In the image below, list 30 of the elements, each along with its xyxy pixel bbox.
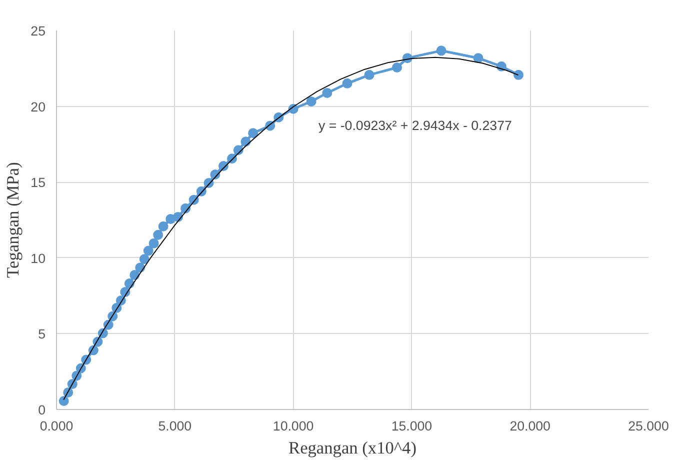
point	[58, 396, 69, 406]
point	[248, 128, 258, 138]
point	[392, 62, 402, 72]
x-tick-label: 5.000	[158, 418, 192, 434]
x-axis-title: Regangan (x10^4)	[288, 438, 417, 458]
point	[153, 230, 164, 240]
annotation: y = -0.0923x² + 2.9434x - 0.2377	[318, 118, 512, 133]
y-tick-label: 20	[30, 99, 46, 114]
point	[148, 238, 159, 248]
point	[322, 88, 332, 98]
point	[139, 254, 150, 264]
x-tick-label: 20.000	[510, 418, 550, 434]
y-tick-label: 15	[30, 175, 46, 190]
point	[364, 70, 374, 80]
point	[306, 96, 316, 106]
point	[436, 46, 446, 56]
y-tick-label: 10	[30, 250, 46, 266]
x-tick-label: 25.000	[628, 418, 669, 434]
point	[473, 53, 484, 64]
x-tick-label: 15.000	[391, 418, 432, 434]
point	[342, 78, 352, 88]
point	[513, 70, 524, 80]
point	[143, 246, 154, 256]
x-tick-label: 0.000	[40, 418, 74, 434]
y-tick-label: 25	[30, 24, 46, 38]
y-tick-label: 0	[38, 402, 46, 418]
point	[158, 221, 168, 232]
y-axis-title: Tegangan (MPa)	[4, 162, 23, 278]
x-tick-label: 10.000	[272, 418, 314, 434]
y-tick-label: 5	[38, 326, 46, 342]
